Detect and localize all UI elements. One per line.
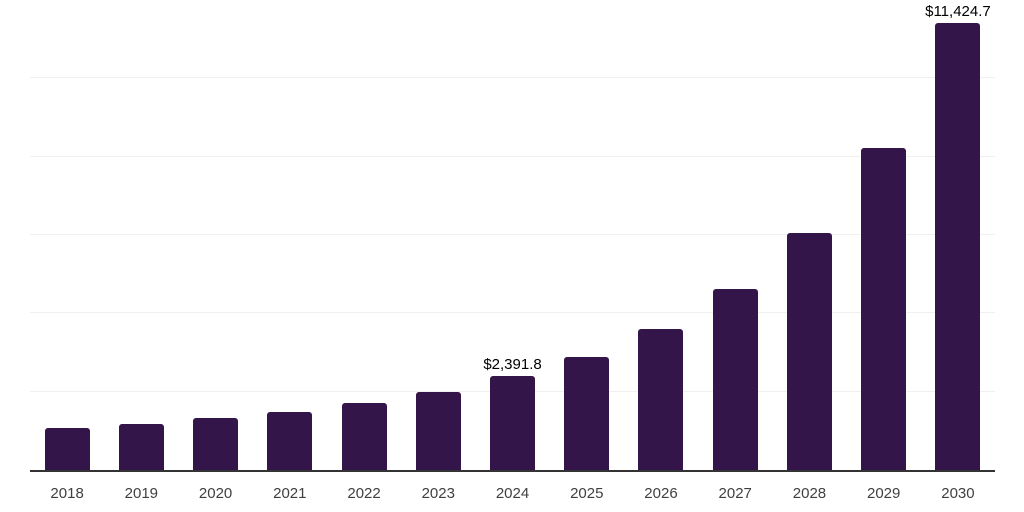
x-tick-2018: 2018 xyxy=(50,485,84,502)
x-tick-2026: 2026 xyxy=(644,485,678,502)
bar-slot-2024: $2,391.8 xyxy=(475,0,549,470)
bar-slot-2026 xyxy=(624,0,698,470)
x-tick-2023: 2023 xyxy=(421,485,455,502)
gridline-6000 xyxy=(30,234,995,235)
bar-slot-2019 xyxy=(104,0,178,470)
bar-2030 xyxy=(935,22,981,470)
x-tick-2030: 2030 xyxy=(941,485,975,502)
bar-slot-2023 xyxy=(401,0,475,470)
bar-slot-2029 xyxy=(847,0,921,470)
x-tick-2019: 2019 xyxy=(124,485,159,502)
bar-2022 xyxy=(341,403,387,470)
bar-2024 xyxy=(490,376,536,470)
x-tick-2028: 2028 xyxy=(792,485,827,502)
bar-slot-2022 xyxy=(327,0,401,470)
gridline-8000 xyxy=(30,155,995,157)
bar-slot-2021 xyxy=(253,0,327,470)
bar-slot-2025 xyxy=(550,0,624,470)
x-tick-2020: 2020 xyxy=(198,485,233,502)
bar-2028 xyxy=(786,232,832,470)
bar-2018 xyxy=(44,428,90,470)
gridline-10000 xyxy=(30,77,995,79)
bar-2023 xyxy=(415,392,461,470)
bar-2020 xyxy=(193,418,239,470)
bar-2019 xyxy=(118,424,164,470)
bar-2027 xyxy=(712,288,758,470)
x-tick-2024: 2024 xyxy=(495,485,530,502)
x-tick-2022: 2022 xyxy=(347,485,381,502)
bar-2021 xyxy=(267,411,313,470)
data-label-2030: $11,424.7 xyxy=(925,2,991,20)
bar-slot-2028 xyxy=(772,0,846,470)
x-tick-2027: 2027 xyxy=(718,485,752,502)
bar-2026 xyxy=(638,329,684,470)
bar-2029 xyxy=(861,148,907,470)
plot-area: $2,391.8 $11,424.7 xyxy=(30,0,995,472)
bar-chart: $2,391.8 $11,424.7 2018 2019 2020 2021 2022 20… xyxy=(30,0,995,512)
bar-slot-2020 xyxy=(178,0,252,470)
bar-slot-2027 xyxy=(698,0,772,470)
gridline-4000 xyxy=(30,312,995,314)
x-tick-2029: 2029 xyxy=(867,485,901,502)
bar-slot-2030: $11,424.7 xyxy=(921,0,995,470)
bar-2025 xyxy=(564,357,610,470)
x-axis-labels: 2018 2019 2020 2021 2022 2023 2024 2025 2026 2027… xyxy=(30,472,995,501)
x-tick-2021: 2021 xyxy=(273,485,307,502)
x-tick-2025: 2025 xyxy=(570,485,604,502)
bars-layer: $2,391.8 $11,424.7 xyxy=(30,0,995,470)
data-label-2024: $2,391.8 xyxy=(483,356,542,374)
bar-slot-2018 xyxy=(30,0,104,470)
